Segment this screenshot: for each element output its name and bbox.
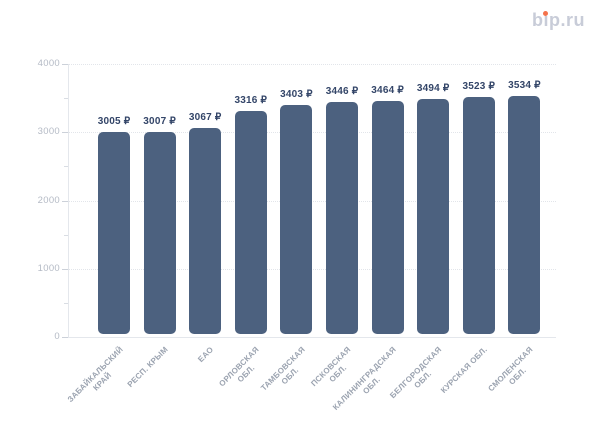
bar-value-label: 3494 ₽	[416, 82, 450, 94]
bar[interactable]	[98, 131, 130, 334]
bip-logo-text: bip.ru	[532, 10, 585, 30]
bar-value-label: 3464 ₽	[371, 84, 404, 96]
y-axis-tick	[62, 268, 68, 270]
y-axis-label: 2000	[37, 194, 60, 206]
x-axis-label: СМОЛЕНСКАЯ ОБЛ.	[486, 345, 535, 394]
y-axis-label: 1000	[37, 262, 60, 274]
x-axis-label: КУРСКАЯ ОБЛ.	[439, 345, 490, 395]
bar-value-label: 3316 ₽	[234, 94, 268, 106]
y-axis-tick	[64, 166, 68, 168]
bar[interactable]	[326, 101, 358, 334]
y-axis-label: 3000	[37, 126, 60, 138]
bar-value-label: 3523 ₽	[462, 80, 496, 92]
x-axis-line	[68, 337, 556, 338]
x-axis-label: ЗАБАЙКАЛЬСКИЙ КРАЙ	[65, 345, 125, 405]
y-axis-label: 0	[54, 331, 60, 342]
y-axis-tick	[62, 64, 68, 65]
x-axis-label: ЕАО	[196, 345, 216, 364]
bar-value-label: 3007 ₽	[143, 115, 176, 127]
bar[interactable]	[417, 98, 450, 334]
bip-logo[interactable]: bip.ru	[532, 9, 585, 31]
x-axis-label: ТАМБОВСКАЯ ОБЛ.	[259, 345, 307, 393]
y-axis-tick	[64, 302, 68, 304]
bar-value-label: 3067 ₽	[188, 111, 222, 123]
bar-value-label: 3534 ₽	[508, 79, 541, 91]
bar[interactable]	[234, 110, 267, 334]
logo-orange-dot-icon	[543, 11, 548, 16]
bar-value-label: 3005 ₽	[97, 115, 131, 127]
bar[interactable]	[189, 127, 222, 334]
y-axis-tick	[64, 98, 68, 100]
y-axis-tick	[62, 200, 68, 202]
bar[interactable]	[508, 95, 541, 334]
bar[interactable]	[462, 96, 495, 334]
x-axis-label: РЕСП. КРЫМ	[125, 345, 170, 390]
grid-line	[68, 64, 556, 65]
bar-value-label: 3446 ₽	[325, 85, 359, 97]
bar[interactable]	[280, 104, 313, 334]
y-axis-tick	[62, 337, 68, 338]
y-axis-label: 4000	[37, 58, 60, 69]
bar-value-label: 3403 ₽	[280, 88, 313, 100]
y-axis-tick	[64, 234, 68, 236]
bar[interactable]	[143, 131, 176, 334]
bar[interactable]	[371, 100, 404, 334]
y-axis-tick	[62, 132, 68, 134]
